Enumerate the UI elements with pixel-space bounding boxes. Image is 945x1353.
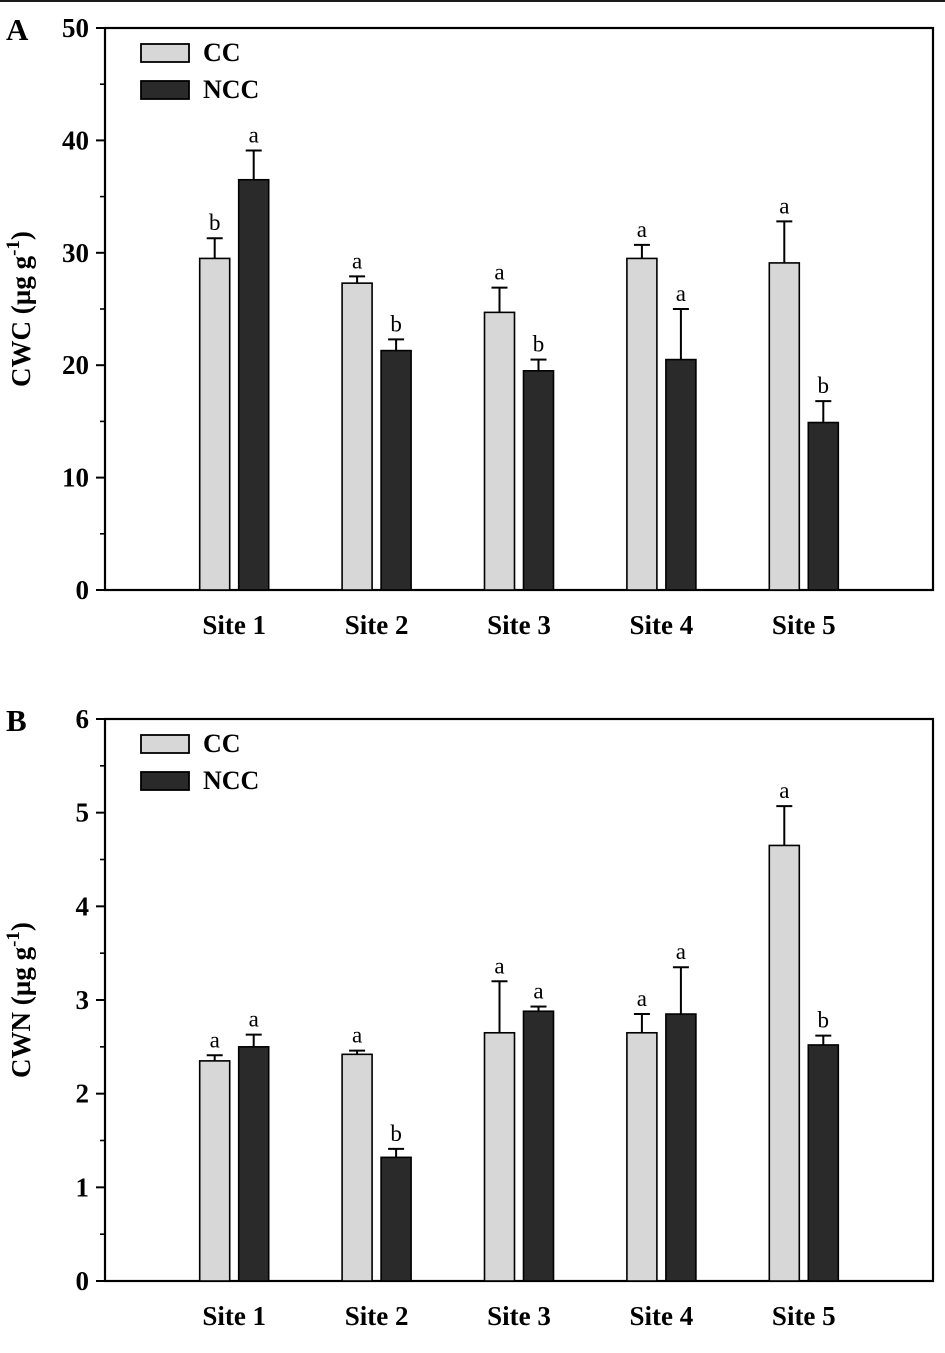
y-tick-label: 3 xyxy=(76,985,90,1015)
sig-letter: a xyxy=(637,986,647,1011)
x-category-label: Site 4 xyxy=(630,610,694,640)
figure-top-border xyxy=(0,0,945,2)
sig-letter: a xyxy=(352,1023,362,1048)
y-tick-label: 1 xyxy=(76,1172,90,1202)
bar-ncc-site-4 xyxy=(665,358,697,591)
bar-cc-site-2 xyxy=(341,282,373,591)
y-tick-label: 50 xyxy=(62,13,89,43)
panel-letter: A xyxy=(6,12,29,47)
bar-ncc-site-1 xyxy=(237,178,270,591)
sig-letter: b xyxy=(390,311,402,336)
bar-ncc-site-3 xyxy=(522,1010,555,1282)
x-category-label: Site 1 xyxy=(202,610,266,640)
x-category-label: Site 5 xyxy=(772,1301,836,1331)
x-category-label: Site 1 xyxy=(202,1301,266,1331)
sig-letter: a xyxy=(352,248,362,273)
sig-letter: b xyxy=(390,1121,402,1146)
bar-ncc-site-2 xyxy=(380,349,412,591)
y-tick-label: 40 xyxy=(62,125,89,155)
bar-cc-site-4 xyxy=(626,257,658,591)
y-tick-label: 20 xyxy=(62,350,89,380)
sig-letter: a xyxy=(637,217,647,242)
bar-cc-site-4 xyxy=(626,1031,658,1282)
bar-ncc-site-2 xyxy=(380,1156,412,1282)
legend-label-ncc: NCC xyxy=(203,75,259,104)
sig-letter: b xyxy=(209,210,221,235)
bar-ncc-site-5 xyxy=(807,1044,840,1282)
bar-cc-site-3 xyxy=(483,1031,516,1282)
sig-letter: a xyxy=(533,979,543,1004)
y-tick-label: 0 xyxy=(76,1266,90,1296)
panel-letter: B xyxy=(6,703,27,738)
sig-letter: a xyxy=(779,193,789,218)
legend-swatch-ncc xyxy=(140,80,190,100)
chart-svg-A: A 0 10 20 30 40 50 CWC (µg g-1) CC NCC b a Site 1 a b S… xyxy=(3,12,935,640)
panel-a-chart: A 0 10 20 30 40 50 CWC (µg g-1) CC NCC b a Site 1 a b S… xyxy=(0,2,945,662)
sig-letter: a xyxy=(249,1007,259,1032)
x-category-label: Site 5 xyxy=(772,610,836,640)
svg-text:CWN (µg g-1): CWN (µg g-1) xyxy=(3,922,36,1078)
bar-cc-site-1 xyxy=(198,257,231,591)
bar-cc-site-5 xyxy=(768,844,801,1282)
sig-letter: a xyxy=(494,260,504,285)
chart-svg-B: B 0 1 2 3 4 5 6 CWN (µg g-1) CC NCC a a Site 1 a b Site … xyxy=(3,703,935,1331)
sig-letter: a xyxy=(676,281,686,306)
bar-ncc-site-5 xyxy=(807,421,840,591)
legend-label-ncc: NCC xyxy=(203,766,259,795)
sig-letter: a xyxy=(779,778,789,803)
bar-ncc-site-1 xyxy=(237,1046,270,1282)
sig-letter: a xyxy=(494,953,504,978)
y-axis-title: CWN (µg g-1) xyxy=(3,922,36,1078)
y-tick-label: 5 xyxy=(76,798,90,828)
y-tick-label: 30 xyxy=(62,238,89,268)
y-tick-label: 0 xyxy=(76,575,90,605)
bar-ncc-site-3 xyxy=(522,370,555,591)
legend-label-cc: CC xyxy=(203,729,241,758)
sig-letter: a xyxy=(676,939,686,964)
y-tick-label: 6 xyxy=(76,704,90,734)
x-category-label: Site 3 xyxy=(487,1301,551,1331)
y-tick-label: 4 xyxy=(76,891,90,921)
x-category-label: Site 2 xyxy=(345,1301,409,1331)
bar-cc-site-1 xyxy=(198,1060,231,1282)
sig-letter: b xyxy=(818,373,830,398)
bar-ncc-site-4 xyxy=(665,1013,697,1282)
legend-label-cc: CC xyxy=(203,38,241,67)
bar-cc-site-3 xyxy=(483,311,516,591)
x-category-label: Site 2 xyxy=(345,610,409,640)
x-category-label: Site 4 xyxy=(630,1301,694,1331)
x-category-label: Site 3 xyxy=(487,610,551,640)
legend-swatch-ncc xyxy=(140,771,190,791)
y-tick-label: 10 xyxy=(62,463,89,493)
y-tick-label: 2 xyxy=(76,1079,90,1109)
legend-swatch-cc xyxy=(140,43,190,63)
sig-letter: a xyxy=(249,123,259,148)
legend-swatch-cc xyxy=(140,734,190,754)
panel-b-chart: B 0 1 2 3 4 5 6 CWN (µg g-1) CC NCC a a Site 1 a b Site … xyxy=(0,693,945,1353)
svg-text:CWC (µg g-1): CWC (µg g-1) xyxy=(3,231,36,387)
y-axis-title: CWC (µg g-1) xyxy=(3,231,36,387)
sig-letter: a xyxy=(210,1027,220,1052)
bar-cc-site-2 xyxy=(341,1053,373,1282)
sig-letter: b xyxy=(818,1008,830,1033)
sig-letter: b xyxy=(533,332,545,357)
bar-cc-site-5 xyxy=(768,262,801,591)
